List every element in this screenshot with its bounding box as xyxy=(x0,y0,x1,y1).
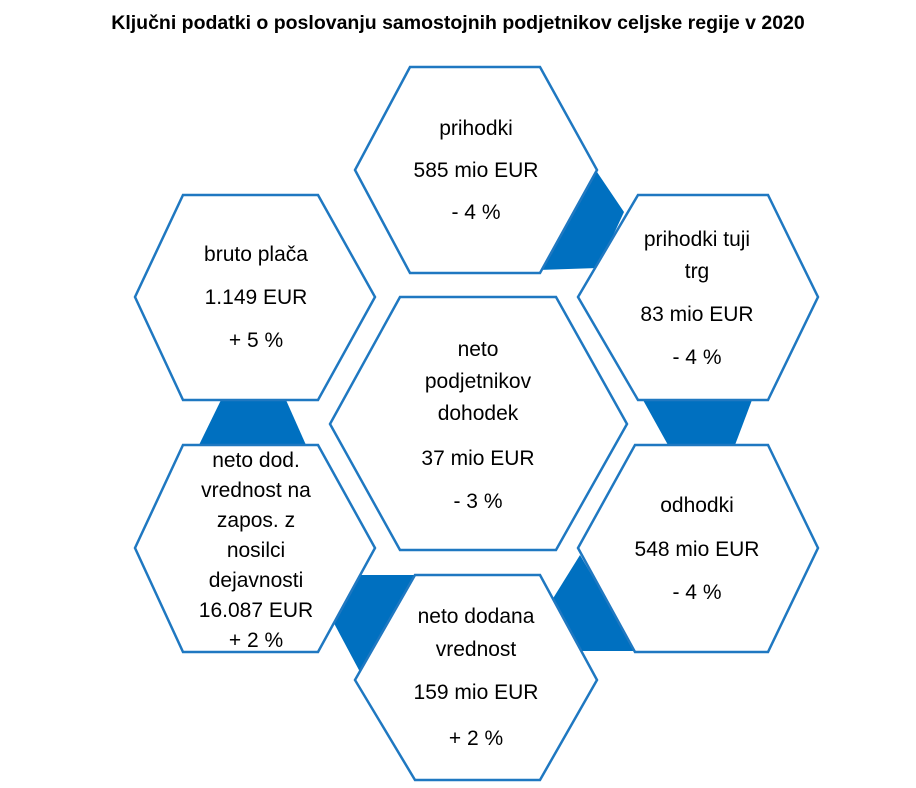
value-amount: 159 mio EUR xyxy=(414,681,539,704)
label-neto-podjetnikov-dohodek: neto podjetnikov dohodek 37 mio EUR - 3 … xyxy=(421,338,534,513)
label-line: vrednost xyxy=(436,638,517,661)
label-odhodki: odhodki 548 mio EUR - 4 % xyxy=(635,494,760,604)
connector-prihodki-tuji xyxy=(538,172,624,270)
label-line: trg xyxy=(685,260,710,283)
value-amount: 37 mio EUR xyxy=(421,447,534,470)
value-change: - 4 % xyxy=(672,346,721,369)
value-amount: 548 mio EUR xyxy=(635,538,760,561)
label-line: neto dodana xyxy=(418,605,535,628)
value-change: + 5 % xyxy=(229,329,283,352)
value-change: - 4 % xyxy=(672,581,721,604)
hexagon-neto-dodana-vrednost xyxy=(353,573,599,782)
label-bruto-placa: bruto plača 1.149 EUR + 5 % xyxy=(204,243,308,352)
label-line: prihodki xyxy=(439,117,513,140)
label-line: zapos. z xyxy=(217,509,295,532)
label-line: odhodki xyxy=(660,494,734,517)
hexagon-bruto-placa xyxy=(133,193,377,402)
value-change: - 4 % xyxy=(451,201,500,224)
label-line: prihodki tuji xyxy=(644,228,750,251)
label-line: neto dod. xyxy=(212,449,300,472)
label-line: nosilci xyxy=(227,539,285,562)
label-neto-dod-vrednost-na-zapos: neto dod. vrednost na zapos. z nosilci d… xyxy=(199,449,313,652)
hexagon-neto-podjetnikov-dohodek xyxy=(328,295,629,552)
value-change: - 3 % xyxy=(453,490,502,513)
value-change: + 2 % xyxy=(229,629,283,652)
value-amount: 585 mio EUR xyxy=(414,159,539,182)
label-prihodki: prihodki 585 mio EUR - 4 % xyxy=(414,117,539,224)
label-line: podjetnikov xyxy=(425,370,532,393)
value-change: + 2 % xyxy=(449,727,503,750)
value-amount: 16.087 EUR xyxy=(199,599,313,622)
connector-netodod-netododana xyxy=(328,575,416,672)
diagram-title: Ključni podatki o poslovanju samostojnih… xyxy=(111,12,805,34)
label-neto-dodana-vrednost: neto dodana vrednost 159 mio EUR + 2 % xyxy=(414,605,539,750)
connector-odhodki-netododana xyxy=(552,555,636,651)
hexagon-prihodki-tuji-trg xyxy=(576,193,820,402)
label-prihodki-tuji-trg: prihodki tuji trg 83 mio EUR - 4 % xyxy=(640,228,753,369)
label-line: dejavnosti xyxy=(209,569,304,592)
label-line: neto xyxy=(458,338,499,361)
hexagon-neto-dod-vrednost-na-zapos xyxy=(133,443,377,654)
label-line: bruto plača xyxy=(204,243,308,266)
connector-tuji-odhodki xyxy=(643,400,752,445)
value-amount: 83 mio EUR xyxy=(640,303,753,326)
hexagon-odhodki xyxy=(576,443,820,654)
label-line: vrednost na xyxy=(201,479,311,502)
value-amount: 1.149 EUR xyxy=(205,286,308,309)
connector-bruto-netodod xyxy=(199,400,306,445)
label-line: dohodek xyxy=(438,402,519,425)
hexagon-prihodki xyxy=(353,65,599,275)
